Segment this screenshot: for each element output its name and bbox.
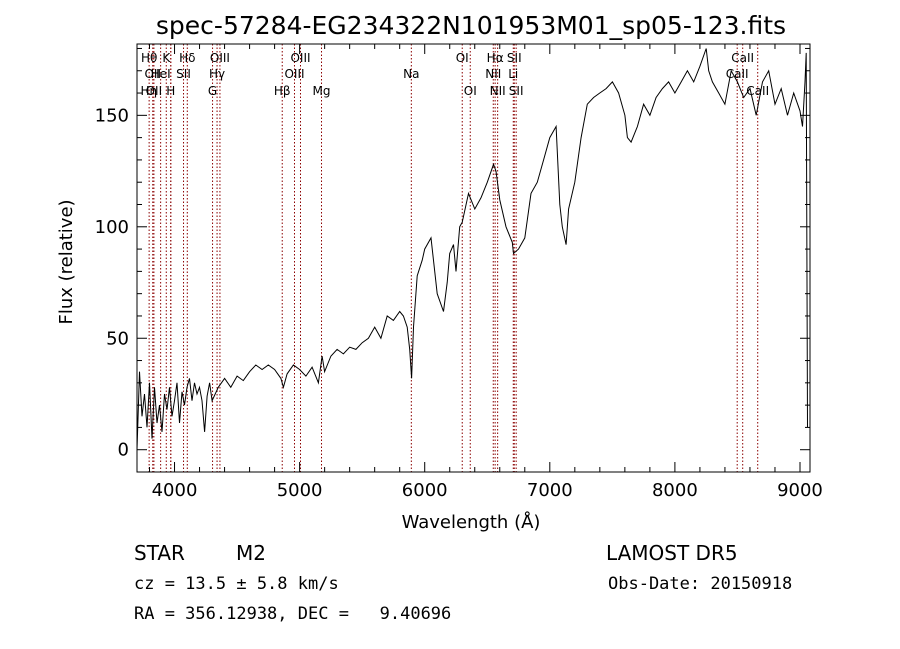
spectral-line-label: OI xyxy=(464,84,477,98)
y-tick-label: 50 xyxy=(106,328,129,349)
spectral-line-label: CaII xyxy=(746,84,769,98)
spectral-line-label: Na xyxy=(403,67,419,81)
x-tick-label: 8000 xyxy=(652,480,698,501)
spectral-line-label: OII xyxy=(146,84,163,98)
coordinates: RA = 356.12938, DEC = 9.40696 xyxy=(134,604,452,624)
spectral-line-label: Hθ xyxy=(141,51,157,65)
spectral-line-label: Hα xyxy=(487,51,504,65)
spectral-line-label: Hη xyxy=(140,84,157,98)
y-axis-ticks: 0 50 100 150 xyxy=(95,47,810,473)
spectral-line-label: SII xyxy=(509,84,524,98)
object-subclass: M2 xyxy=(236,541,266,565)
spectral-line-label: NII xyxy=(485,67,501,81)
spectral-line-label: NII xyxy=(490,84,506,98)
spectral-line-labels: HθOIIOIIHeIKHHηSIIHδGHγOIIIHβOIIIOIIIMgN… xyxy=(140,51,769,98)
object-class: STAR xyxy=(134,541,185,565)
spectral-line-label: SII xyxy=(176,67,191,81)
x-tick-label: 9000 xyxy=(777,480,823,501)
spectral-line-label: OII xyxy=(144,67,161,81)
spectral-line-label: Li xyxy=(508,67,518,81)
spectral-line-label: H xyxy=(166,84,175,98)
spectral-line-label: CaII xyxy=(731,51,754,65)
y-axis-label: Flux (relative) xyxy=(56,199,77,324)
spectral-line-label: OIII xyxy=(284,67,304,81)
x-tick-label: 4000 xyxy=(152,480,198,501)
x-axis-label: Wavelength (Å) xyxy=(402,511,541,533)
spectral-line-label: Mg xyxy=(313,84,331,98)
y-tick-label: 100 xyxy=(95,217,129,238)
survey-name: LAMOST DR5 xyxy=(606,541,738,565)
y-tick-label: 150 xyxy=(95,105,129,126)
plot-frame xyxy=(136,43,811,473)
x-tick-label: 7000 xyxy=(527,480,573,501)
spectral-line-label: Hδ xyxy=(179,51,195,65)
spectral-line-markers xyxy=(148,44,759,472)
x-tick-label: 6000 xyxy=(402,480,448,501)
spectral-line-label: OIII xyxy=(210,51,230,65)
spectral-line-label: HeI xyxy=(151,67,171,81)
spectral-line-label: K xyxy=(162,51,171,65)
spectrum-line xyxy=(136,48,808,450)
spectral-line-label: OI xyxy=(456,51,469,65)
chart-title: spec-57284-EG234322N101953M01_sp05-123.f… xyxy=(156,11,786,40)
spectral-line-label: Hβ xyxy=(274,84,291,98)
observation-date: Obs-Date: 20150918 xyxy=(608,574,793,594)
spectral-line-label: G xyxy=(208,84,217,98)
spectral-line-label: SII xyxy=(507,51,522,65)
spectral-line-label: Hγ xyxy=(209,67,225,81)
spectral-line-label: OIII xyxy=(290,51,310,65)
x-axis-ticks: 4000 5000 6000 7000 8000 9000 xyxy=(149,44,823,501)
redshift-velocity: cz = 13.5 ± 5.8 km/s xyxy=(134,574,339,594)
y-tick-label: 0 xyxy=(118,440,129,461)
x-tick-label: 5000 xyxy=(277,480,323,501)
